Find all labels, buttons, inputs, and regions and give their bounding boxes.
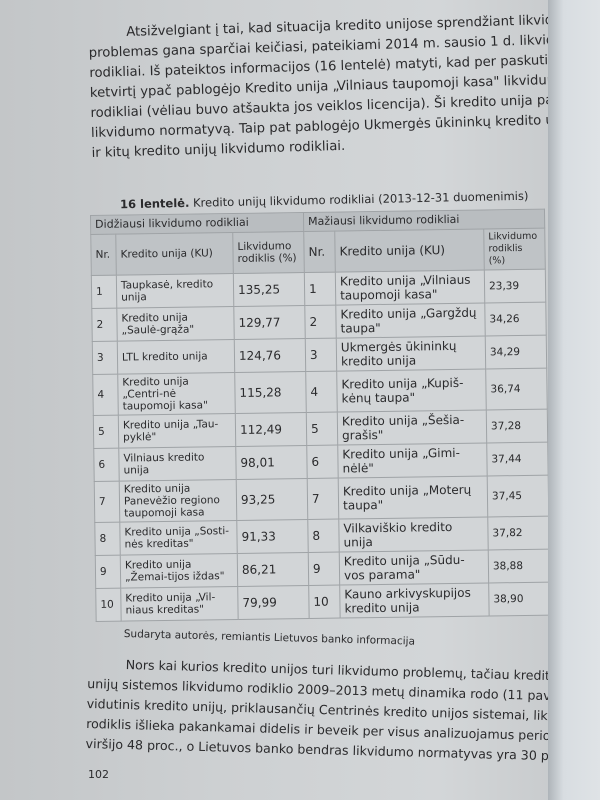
table-cell: 6 xyxy=(93,448,120,482)
header-cell: Likvidumo rodiklis (%) xyxy=(483,228,546,270)
table-cell: 1 xyxy=(304,272,336,306)
table-cell: Kredito unija „Saulė-grąža" xyxy=(116,306,235,342)
table-cell: 8 xyxy=(94,522,121,556)
table-cell: 124,76 xyxy=(234,338,306,373)
table-cell: 86,21 xyxy=(237,552,309,587)
table-cell: 2 xyxy=(91,308,118,342)
table-cell: 2 xyxy=(304,305,337,339)
adjacent-page-edge xyxy=(548,0,600,800)
table-cell: 91,33 xyxy=(236,519,309,554)
table-cell: 8 xyxy=(307,519,340,553)
table-cell: Kredito unija Panevėžio regiono taupomoj… xyxy=(119,479,237,523)
table-cell: Kredito unija „Sūdu-vos parama" xyxy=(339,549,489,586)
page-number: 102 xyxy=(88,768,109,781)
table-cell: 36,74 xyxy=(485,368,548,410)
table-cell: 4 xyxy=(92,374,119,416)
table-cell: Kredito unija „Žemai-tijos iždas" xyxy=(120,553,238,589)
table-cell: 5 xyxy=(306,412,338,446)
table-cell: 38,88 xyxy=(488,549,550,583)
table-cell: 9 xyxy=(308,552,340,586)
table-cell: 10 xyxy=(308,585,341,619)
table-cell: 34,26 xyxy=(484,302,547,336)
table-cell: 37,44 xyxy=(486,442,549,476)
table-cell: 37,45 xyxy=(487,475,549,517)
table-cell: 10 xyxy=(95,588,122,622)
table-row: 7 Kredito unija Panevėžio regiono taupomo… xyxy=(94,475,549,523)
table-cell: 129,77 xyxy=(233,305,306,340)
caption-text: Kredito unijų likvidumo rodikliai (2013-… xyxy=(192,188,529,210)
table-cell: 98,01 xyxy=(235,445,308,480)
table-row: 4 Kredito unija „Centri-nė taupomoji kasa… xyxy=(92,368,548,416)
table-cell: Vilkaviškio kredito unija xyxy=(338,516,489,553)
table-cell: Kredito unija „Sosti-nės kreditas" xyxy=(119,520,238,556)
table-cell: Kredito unija „Kupiš-kėnų taupa" xyxy=(336,368,487,413)
table-cell: 5 xyxy=(93,415,119,449)
table-cell: 7 xyxy=(94,481,120,523)
table-cell: 7 xyxy=(307,478,339,520)
header-cell: Nr. xyxy=(90,234,117,276)
table-cell: Kredito unija „Centri-nė taupomoji kasa" xyxy=(117,372,236,416)
table-cell: Kauno arkivyskupijos kredito unija xyxy=(339,582,490,619)
table-cell: 9 xyxy=(95,555,121,589)
table-cell: 135,25 xyxy=(233,272,305,307)
table-cell: 23,39 xyxy=(484,269,546,303)
table-cell: 38,90 xyxy=(488,582,551,616)
header-cell: Kredito unija (KU) xyxy=(334,229,485,273)
table-cell: 3 xyxy=(92,341,118,375)
table-cell: 6 xyxy=(306,445,339,479)
table-cell: Kredito unija „Šešia-grašis" xyxy=(337,409,487,446)
table-cell: 115,28 xyxy=(234,371,307,414)
table-cell: Kredito unija „Moterų taupa" xyxy=(338,475,488,520)
table-cell: LTL kredito unija xyxy=(117,339,235,375)
table-cell: Kredito unija „Vil-niaus kreditas" xyxy=(120,586,239,622)
table-source: Sudaryta autorės, remiantis Lietuvos ban… xyxy=(123,627,416,648)
table-cell: Taupkasė, kredito unija xyxy=(116,273,234,309)
table-caption: 16 lentelė. Kredito unijų likvidumo rodi… xyxy=(120,189,529,212)
table-cell: 37,82 xyxy=(487,516,550,550)
header-cell: Likvidumo rodiklis (%) xyxy=(232,231,305,274)
table-cell: 34,29 xyxy=(485,335,547,369)
liquidity-table: Didžiausi likvidumo rodikliai Mažiausi l… xyxy=(90,208,551,622)
table-cell: Kredito unija „Gargždų taupa" xyxy=(335,302,486,339)
header-cell: Nr. xyxy=(303,231,336,273)
table-cell: Kredito unija „Tau-pyklė" xyxy=(118,413,236,449)
table-cell: 3 xyxy=(305,338,337,372)
table-cell: Kredito unija „Gimi-nėlė" xyxy=(337,442,488,479)
table-cell: 112,49 xyxy=(235,412,307,447)
caption-label: 16 lentelė. xyxy=(119,195,190,212)
table-cell: 79,99 xyxy=(237,585,310,620)
table-row: 10 Kredito unija „Vil-niaus kreditas" 79,9… xyxy=(95,582,551,622)
table-cell: 4 xyxy=(305,371,338,413)
table-cell: 37,28 xyxy=(486,409,548,443)
table-cell: Vilniaus kredito unija xyxy=(118,446,237,482)
table-cell: 93,25 xyxy=(236,478,308,521)
table-cell: Ukmergės ūkininkų kredito unija xyxy=(336,335,486,372)
header-cell: Kredito unija (KU) xyxy=(115,232,234,276)
table-cell: 1 xyxy=(91,275,117,309)
paragraph-bottom: Nors kai kurios kredito unijos turi likv… xyxy=(85,654,595,767)
table-cell: Kredito unija „Vilniaus taupomoji kasa" xyxy=(335,269,485,306)
paragraph-top: Atsižvelgiant į tai, kad situacija kredi… xyxy=(88,10,600,164)
